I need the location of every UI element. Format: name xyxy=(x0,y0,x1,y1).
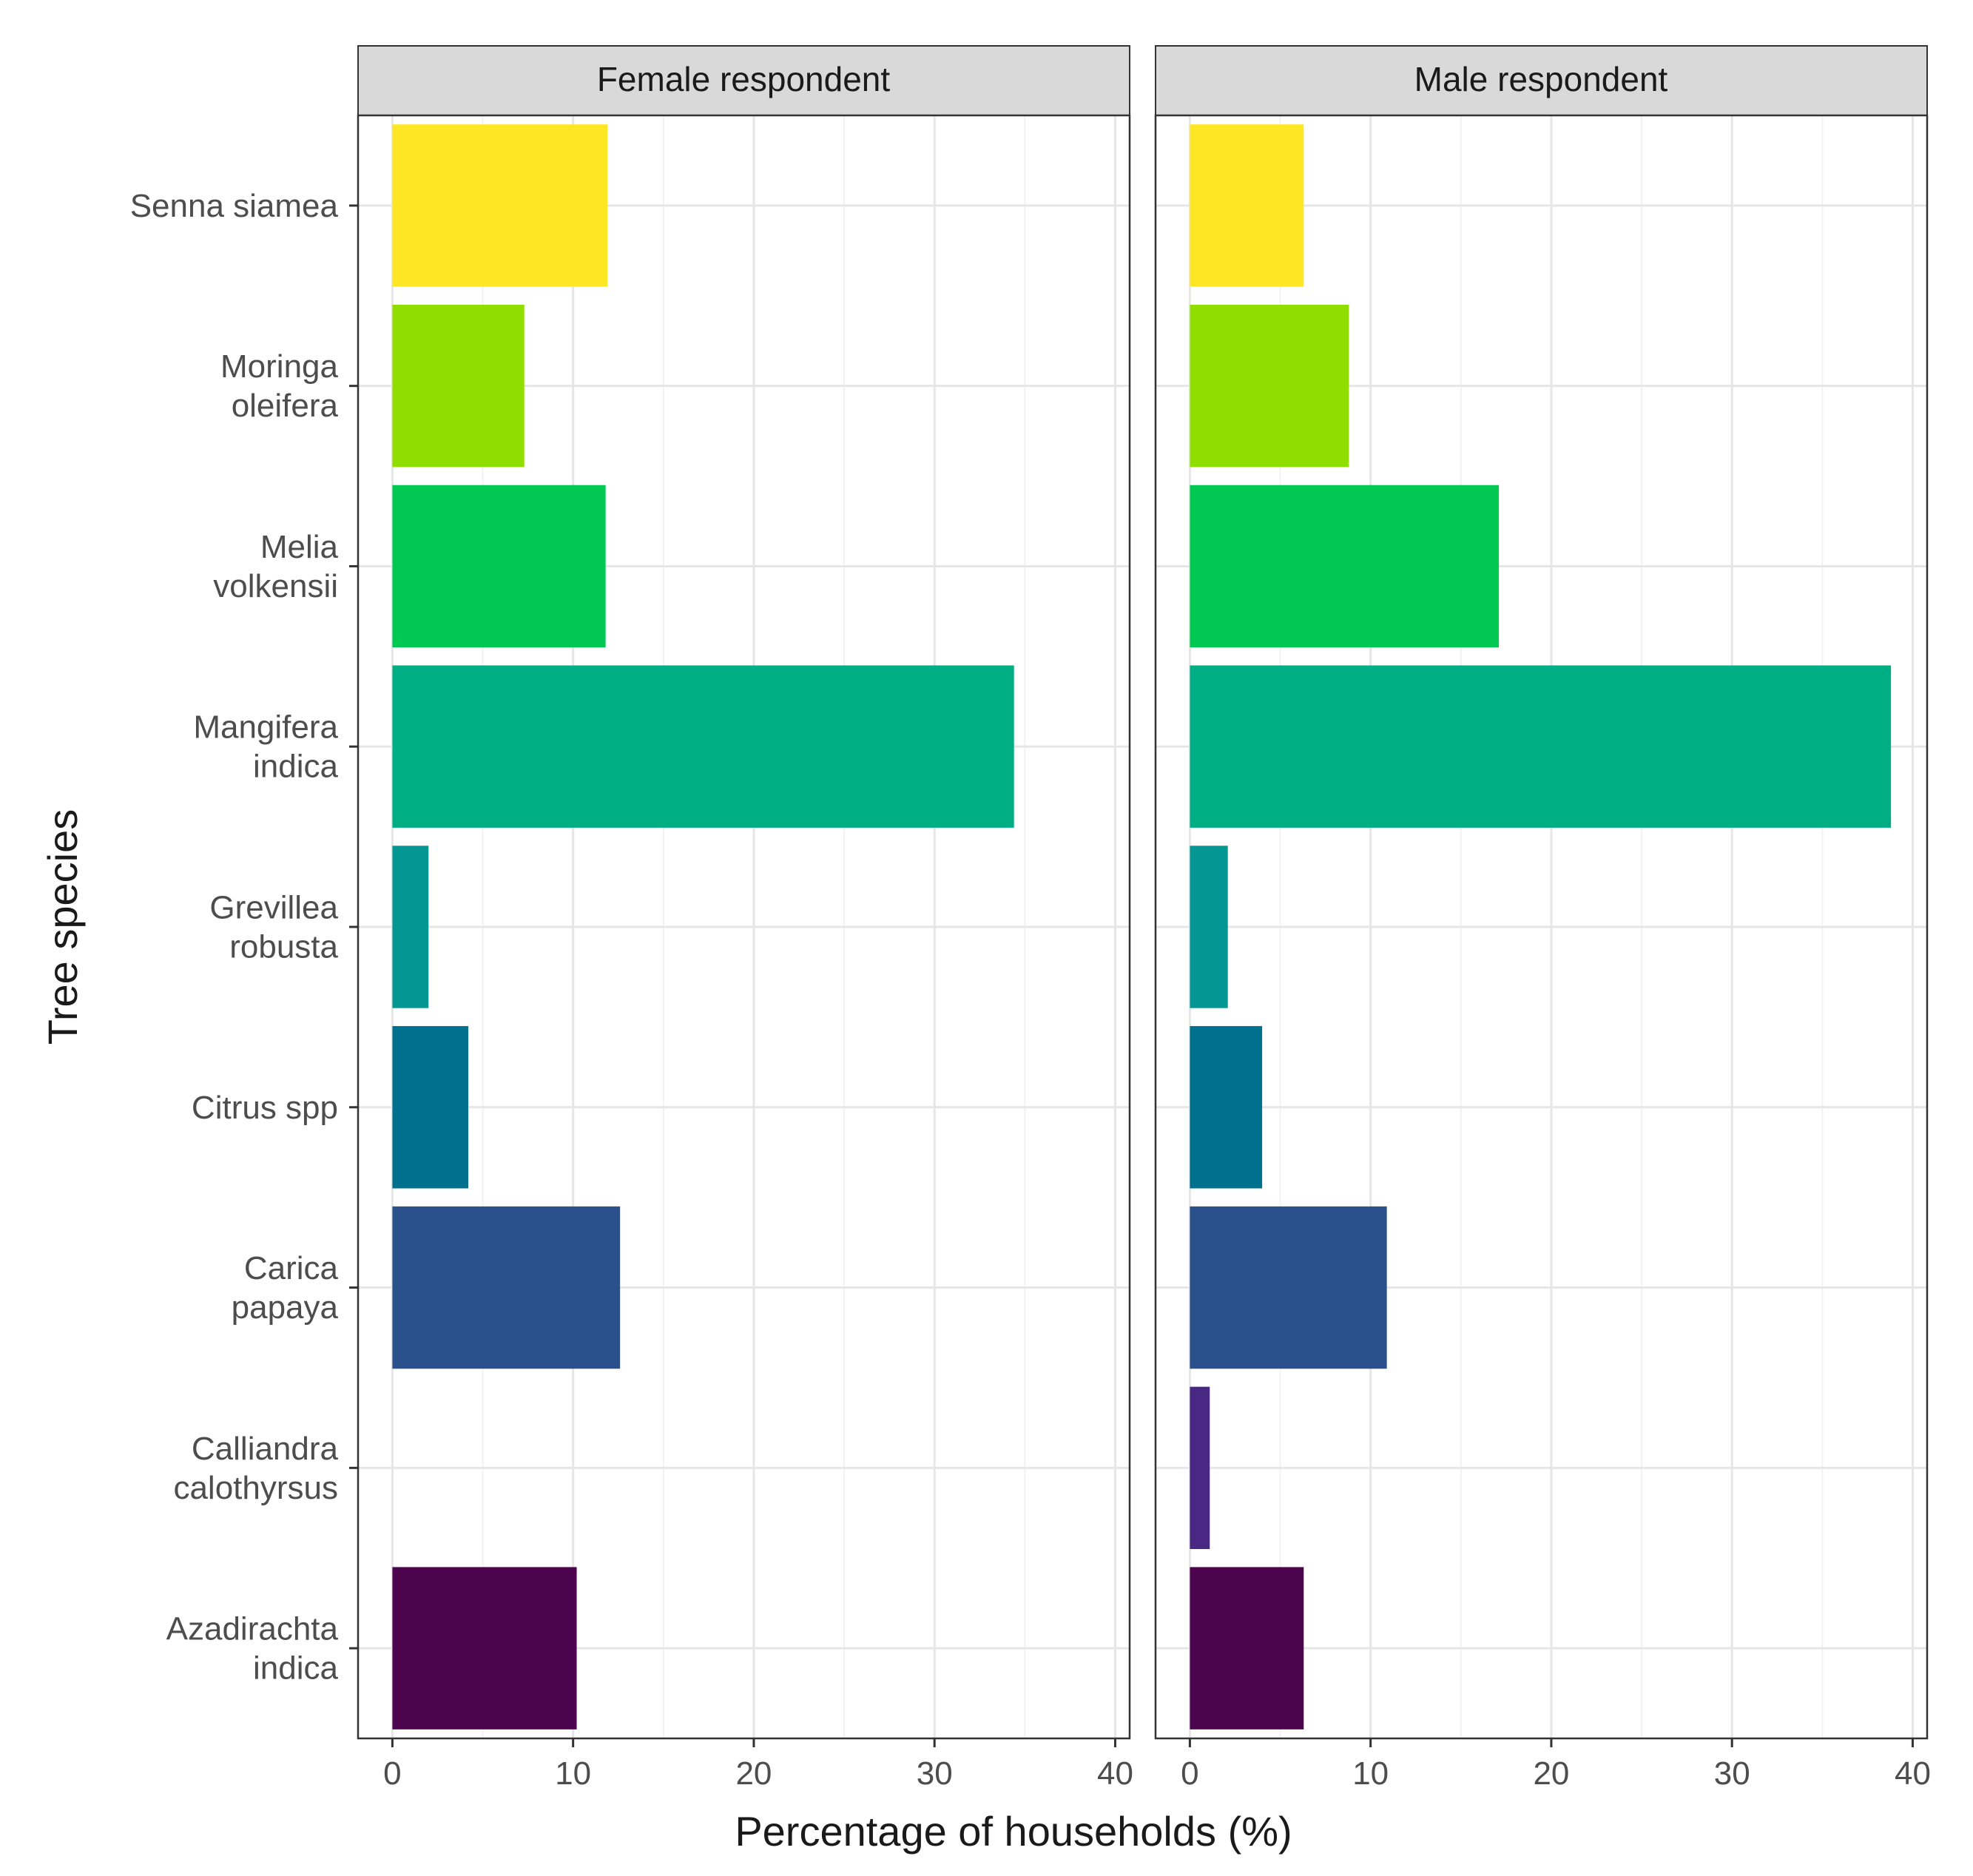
x-tick-label: 10 xyxy=(555,1755,591,1792)
bar-female-grevillea-robusta xyxy=(392,846,429,1008)
y-tick-label: Grevillea robusta xyxy=(209,890,338,965)
bar-female-azadirachta-indica xyxy=(392,1567,577,1730)
x-tick-label: 40 xyxy=(1097,1755,1133,1792)
facet-male: Male respondent 0 10 20 30 40 xyxy=(1154,45,1931,1792)
y-tick-label-line: Azadirachta xyxy=(166,1611,339,1647)
y-tick-label-line: indica xyxy=(253,749,338,785)
x-tick-label: 10 xyxy=(1352,1755,1389,1792)
x-tick-label: 0 xyxy=(383,1755,401,1792)
x-axis-female: 0 10 20 30 40 xyxy=(383,1738,1133,1792)
y-axis-title: Tree species xyxy=(39,809,86,1045)
x-tick-label: 30 xyxy=(1714,1755,1750,1792)
bars-male xyxy=(1190,124,1892,1730)
y-tick-label-line: Grevillea xyxy=(209,890,338,926)
bar-male-carica-papaya xyxy=(1190,1206,1387,1369)
y-tick-label-line: oleifera xyxy=(232,388,339,424)
x-tick-label: 20 xyxy=(735,1755,772,1792)
y-tick-label: Melia volkensii xyxy=(213,529,338,604)
bar-female-citrus-spp xyxy=(392,1026,468,1189)
x-axis-title: Percentage of households (%) xyxy=(735,1808,1292,1855)
bar-male-grevillea-robusta xyxy=(1190,846,1228,1008)
x-tick-label: 0 xyxy=(1181,1755,1198,1792)
y-tick-label: Senna siamea xyxy=(130,188,339,224)
y-tick-label-line: papaya xyxy=(232,1289,339,1326)
facet-strip-male xyxy=(1155,45,1928,116)
y-tick-label: Azadirachta indica xyxy=(166,1611,339,1687)
bar-male-senna-siamea xyxy=(1190,124,1304,287)
y-axis: Senna siamea Moringa oleifera Melia volkensi… xyxy=(130,188,358,1687)
y-tick-label-line: calothyrsus xyxy=(173,1470,338,1506)
y-tick-label: Carica papaya xyxy=(232,1250,339,1326)
y-tick-label: Mangifera indica xyxy=(193,709,338,785)
y-tick-label-line: volkensii xyxy=(213,568,338,604)
y-tick-label-line: Melia xyxy=(260,529,339,565)
bar-male-moringa-oleifera xyxy=(1190,304,1349,468)
bar-female-mangifera-indica xyxy=(392,665,1014,828)
bar-male-calliandra-calothyrsus xyxy=(1190,1386,1210,1550)
y-tick-label: Citrus spp xyxy=(192,1090,338,1126)
bar-female-moringa-oleifera xyxy=(392,304,525,468)
y-tick-label-line: robusta xyxy=(229,929,338,965)
x-tick-label: 20 xyxy=(1533,1755,1569,1792)
y-tick-label-line: Senna siamea xyxy=(130,188,339,224)
facet-strip-label-male: Male respondent xyxy=(1414,60,1668,98)
y-tick-label-line: Mangifera xyxy=(193,709,338,746)
panel-border-male xyxy=(1154,114,1929,1740)
bar-male-citrus-spp xyxy=(1190,1026,1263,1189)
facet-female: Female respondent 0 10 20 30 40 xyxy=(357,45,1133,1792)
bar-male-mangifera-indica xyxy=(1190,665,1892,828)
x-axis-male: 0 10 20 30 40 xyxy=(1181,1738,1931,1792)
bar-male-azadirachta-indica xyxy=(1190,1567,1304,1730)
x-tick-label: 40 xyxy=(1895,1755,1931,1792)
y-tick-label-line: Citrus spp xyxy=(192,1090,338,1126)
y-tick-label-line: Moringa xyxy=(220,348,338,385)
bar-female-senna-siamea xyxy=(392,124,608,287)
facet-strip-label-female: Female respondent xyxy=(597,60,891,98)
y-tick-label-line: Carica xyxy=(244,1250,339,1286)
facet-strip-female xyxy=(357,45,1130,116)
bar-male-melia-volkensii xyxy=(1190,485,1500,648)
y-tick-label: Calliandra calothyrsus xyxy=(173,1431,338,1506)
y-tick-label-line: indica xyxy=(253,1650,338,1687)
bar-female-melia-volkensii xyxy=(392,485,606,648)
bars-female xyxy=(392,124,1014,1730)
bar-female-carica-papaya xyxy=(392,1206,621,1369)
y-tick-label: Moringa oleifera xyxy=(220,348,338,424)
y-tick-label-line: Calliandra xyxy=(192,1431,339,1467)
x-tick-label: 30 xyxy=(917,1755,953,1792)
